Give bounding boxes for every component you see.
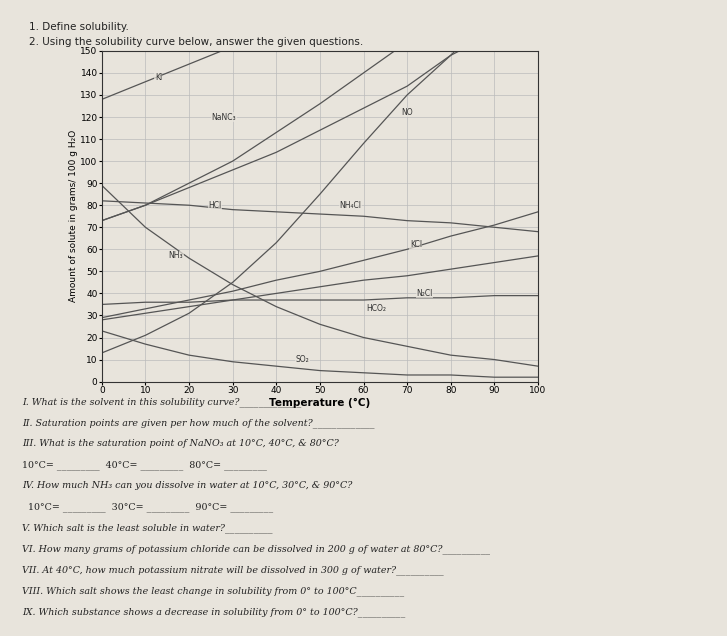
Text: 2. Using the solubility curve below, answer the given questions.: 2. Using the solubility curve below, ans… xyxy=(29,37,364,47)
Text: NaNC₃: NaNC₃ xyxy=(212,113,236,121)
Text: SO₂: SO₂ xyxy=(296,355,309,364)
Text: NO: NO xyxy=(401,108,413,117)
Y-axis label: Amount of solute in grams/ 100 g H₂O: Amount of solute in grams/ 100 g H₂O xyxy=(68,130,78,302)
Text: VIII. Which salt shows the least change in solubility from 0° to 100°C__________: VIII. Which salt shows the least change … xyxy=(22,586,404,596)
Text: VI. How many grams of potassium chloride can be dissolved in 200 g of water at 8: VI. How many grams of potassium chloride… xyxy=(22,544,490,554)
Text: V. Which salt is the least soluble in water?__________: V. Which salt is the least soluble in wa… xyxy=(22,523,273,533)
Text: II. Saturation points are given per how much of the solvent?_____________: II. Saturation points are given per how … xyxy=(22,418,374,428)
Text: VII. At 40°C, how much potassium nitrate will be dissolved in 300 g of water?___: VII. At 40°C, how much potassium nitrate… xyxy=(22,565,443,575)
Text: I. What is the solvent in this solubility curve?_____________: I. What is the solvent in this solubilit… xyxy=(22,398,301,407)
Text: HCO₂: HCO₂ xyxy=(366,305,387,314)
Text: IV. How much NH₃ can you dissolve in water at 10°C, 30°C, & 90°C?: IV. How much NH₃ can you dissolve in wat… xyxy=(22,481,352,490)
Text: NH₄Cl: NH₄Cl xyxy=(340,201,361,210)
X-axis label: Temperature (°C): Temperature (°C) xyxy=(269,398,371,408)
Text: 1. Define solubility.: 1. Define solubility. xyxy=(29,22,129,32)
Text: IX. Which substance shows a decrease in solubility from 0° to 100°C?__________: IX. Which substance shows a decrease in … xyxy=(22,607,405,617)
Text: 10°C= _________  30°C= _________  90°C= _________: 10°C= _________ 30°C= _________ 90°C= __… xyxy=(22,502,273,512)
Text: N₂Cl: N₂Cl xyxy=(417,289,433,298)
Text: 10°C= _________  40°C= _________  80°C= _________: 10°C= _________ 40°C= _________ 80°C= __… xyxy=(22,460,267,470)
Text: KCl: KCl xyxy=(410,240,422,249)
Text: HCl: HCl xyxy=(209,201,222,210)
Text: KI: KI xyxy=(155,73,162,82)
Text: NH₃: NH₃ xyxy=(169,251,183,260)
Text: III. What is the saturation point of NaNO₃ at 10°C, 40°C, & 80°C?: III. What is the saturation point of NaN… xyxy=(22,439,339,448)
